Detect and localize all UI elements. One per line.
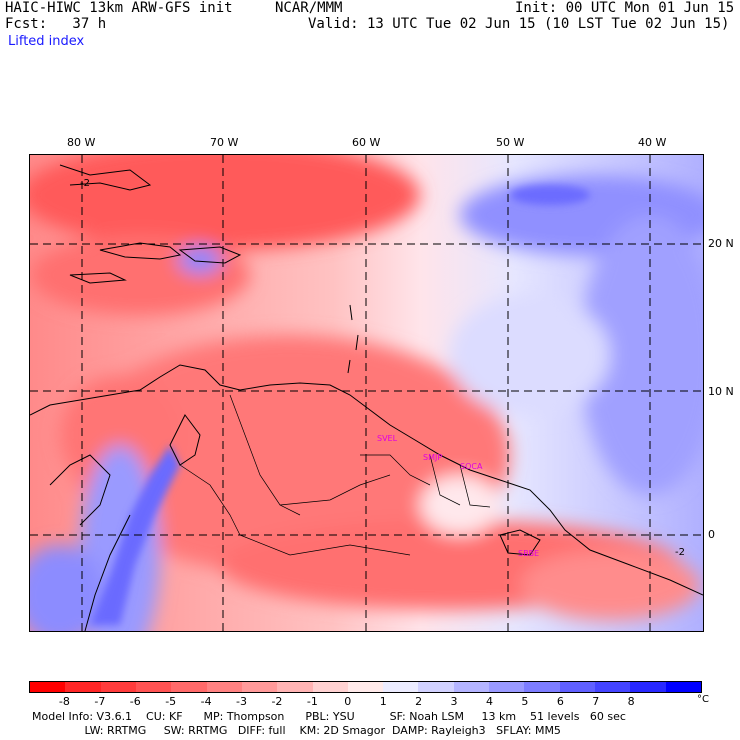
color-scale-segment: [489, 682, 525, 692]
color-scale-segment: [383, 682, 419, 692]
lat-label-0: 0: [708, 528, 715, 541]
map-field: [30, 155, 703, 631]
lon-label-70w: 70 W: [210, 136, 239, 149]
color-scale-segment: [453, 682, 490, 692]
color-scale-segment: [524, 682, 560, 692]
color-scale-segment: [277, 682, 313, 692]
lon-label-40w: 40 W: [638, 136, 667, 149]
station-label: SBBE: [518, 549, 540, 558]
color-scale-segment: [630, 682, 666, 692]
color-scale-segment: [312, 682, 348, 692]
color-scale-label: 5: [521, 695, 529, 708]
color-scale-bar: [29, 681, 702, 693]
color-scale-label: 2: [415, 695, 423, 708]
color-scale-label: -8: [58, 695, 70, 708]
color-scale-segment: [171, 682, 207, 692]
station-label: SVEL: [377, 434, 398, 443]
lifted-index-map: -2 -2 SVEL SMJP SOCA SBBE: [29, 154, 704, 632]
station-label: SMJP: [423, 453, 443, 462]
color-scale-segment: [135, 682, 172, 692]
color-scale-label: 7: [592, 695, 600, 708]
lat-label-20n: 20 N: [708, 237, 734, 250]
color-scale-segment: [347, 682, 384, 692]
color-scale-label: -1: [306, 695, 318, 708]
color-scale-label: 8: [627, 695, 635, 708]
field-name: Lifted index: [8, 34, 85, 49]
color-scale-segment: [665, 682, 701, 692]
init-time: Init: 00 UTC Mon 01 Jun 15: [515, 0, 735, 16]
color-scale-label: 0: [344, 695, 352, 708]
forecast-hour: Fcst: 37 h: [5, 16, 107, 32]
color-scale-segment: [206, 682, 242, 692]
station-label: SOCA: [460, 462, 483, 471]
contour-label: -2: [675, 547, 685, 558]
color-scale-label: -2: [271, 695, 283, 708]
color-scale-segment: [241, 682, 278, 692]
color-scale-segment: [559, 682, 595, 692]
color-scale-label: -6: [129, 695, 141, 708]
org-label: NCAR/MMM: [275, 0, 343, 16]
color-scale-label: 4: [485, 695, 493, 708]
lon-label-60w: 60 W: [352, 136, 381, 149]
color-scale-label: -5: [165, 695, 177, 708]
color-scale-segment: [418, 682, 454, 692]
model-info-line1: Model Info: V3.6.1 CU: KF MP: Thompson P…: [32, 710, 626, 723]
color-scale-label: 3: [450, 695, 458, 708]
color-scale-segment: [100, 682, 136, 692]
unit-label: °C: [697, 694, 709, 705]
contour-label: -2: [80, 178, 90, 189]
color-scale-label: -3: [236, 695, 247, 708]
color-scale-label: -7: [94, 695, 106, 708]
valid-time: Valid: 13 UTC Tue 02 Jun 15 (10 LST Tue …: [308, 16, 730, 32]
color-scale-segment: [595, 682, 631, 692]
lat-label-10n: 10 N: [708, 385, 734, 398]
model-title: HAIC-HIWC 13km ARW-GFS init: [5, 0, 233, 16]
color-scale-label: 1: [379, 695, 387, 708]
color-scale-segment: [65, 682, 101, 692]
color-scale-label: -4: [200, 695, 212, 708]
color-scale-segment: [30, 682, 66, 692]
lon-label-80w: 80 W: [67, 136, 96, 149]
lon-label-50w: 50 W: [496, 136, 525, 149]
model-info-line2: LW: RRTMG SW: RRTMG DIFF: full KM: 2D Sm…: [32, 724, 561, 737]
color-scale-label: 6: [556, 695, 564, 708]
